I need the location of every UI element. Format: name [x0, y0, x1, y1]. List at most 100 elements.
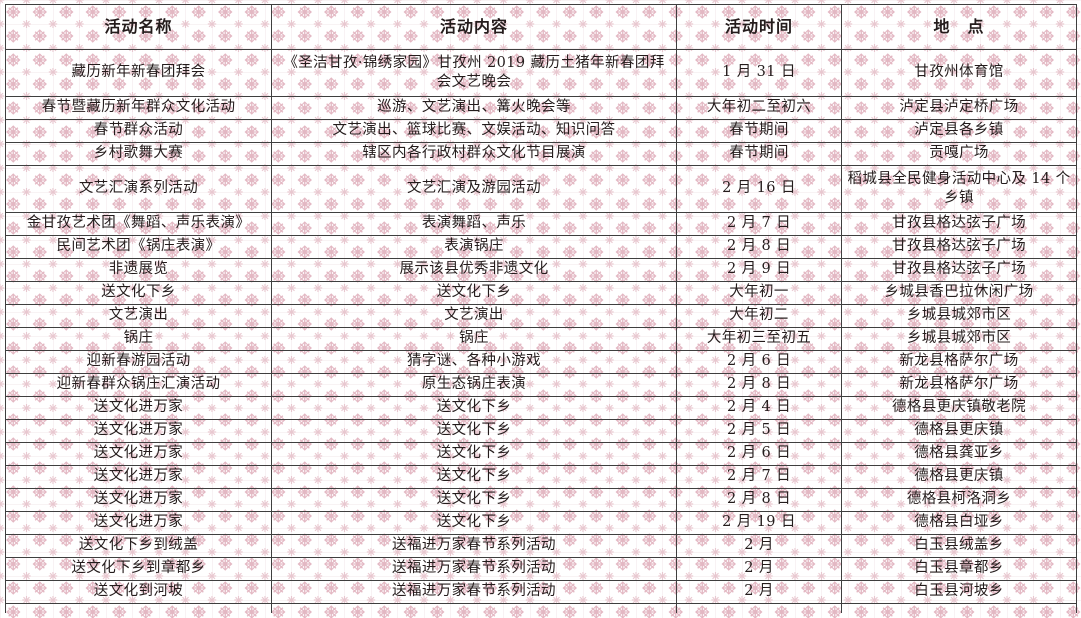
- cell-name: 送文化进万家: [5, 465, 272, 489]
- cell-name: 民间艺术团《锅庄表演》: [5, 235, 272, 259]
- cell-place: 甘孜县格达弦子广场: [841, 235, 1077, 259]
- cell-content: 送福进万家春节系列活动: [271, 580, 677, 604]
- cell-content: 送文化下乡: [271, 281, 677, 305]
- cell-time: 春节期间: [676, 142, 842, 166]
- table-row: 送文化进万家 送文化下乡 2 月 19 日德格县白垭乡: [5, 511, 1077, 535]
- table-row: 迎新春游园活动 猜字谜、各种小游戏 2 月 6 日新龙县格萨尔广场: [5, 350, 1077, 374]
- cell-place: 新龙县格萨尔广场: [841, 373, 1077, 397]
- cell-content: 送文化下乡: [271, 488, 677, 512]
- cell-time: 2 月 4 日: [676, 396, 842, 420]
- cell-place: 稻城县全民健身活动中心及 14 个乡镇: [841, 165, 1077, 213]
- table-row: 送文化下乡 送文化下乡 大年初一 乡城县香巴拉休闲广场: [5, 281, 1077, 305]
- cell-content: 送文化下乡: [271, 511, 677, 535]
- cell-place: 乡城县香巴拉休闲广场: [841, 281, 1077, 305]
- table-body: 藏历新年新春团拜会 《圣洁甘孜·锦绣家园》甘孜州 2019 藏历土猪年新春团拜会文…: [5, 49, 1077, 613]
- cell-time: 春节期间: [676, 119, 842, 143]
- header-row: 活动名称 活动内容 活动时间 地 点: [5, 4, 1077, 50]
- cell-place: 泸定县各乡镇: [841, 119, 1077, 143]
- cell-name: 锅庄: [5, 327, 272, 351]
- table-row: 送文化到河坡 送福进万家春节系列活动 2 月白玉县河坡乡: [5, 580, 1077, 604]
- cell-name: 送文化进万家: [5, 442, 272, 466]
- cell-name: 送文化进万家: [5, 419, 272, 443]
- cell-place: 德格县龚亚乡: [841, 442, 1077, 466]
- cell-time: 2 月 6 日: [676, 442, 842, 466]
- cell-content: 送文化下乡: [271, 419, 677, 443]
- cell-time: 大年初三至初五: [676, 327, 842, 351]
- activity-schedule-sheet: 活动名称 活动内容 活动时间 地 点 藏历新年新春团拜会 《圣洁甘孜·锦绣家园》甘…: [5, 4, 1077, 613]
- cell-content: 送文化下乡: [271, 396, 677, 420]
- cell-name: 送文化下乡: [5, 281, 272, 305]
- cell-content: 《圣洁甘孜·锦绣家园》甘孜州 2019 藏历土猪年新春团拜会文艺晚会: [271, 49, 677, 97]
- cell-time: 2 月: [676, 557, 842, 581]
- table-row: 春节暨藏历新年群众文化活动 巡游、文艺演出、篝火晚会等 大年初二至初六 泸定县泸定桥广…: [5, 96, 1077, 120]
- cell-place: 甘孜县格达弦子广场: [841, 212, 1077, 236]
- activity-table: 活动名称 活动内容 活动时间 地 点 藏历新年新春团拜会 《圣洁甘孜·锦绣家园》甘…: [5, 4, 1077, 613]
- cell-content: 展示该县优秀非遗文化: [271, 258, 677, 282]
- cell-content: 送福进万家春节系列活动: [271, 557, 677, 581]
- cell-name-clipped: [5, 603, 272, 613]
- table-row: 送文化下乡到章都乡 送福进万家春节系列活动 2 月白玉县章都乡: [5, 557, 1077, 581]
- cell-content: 文艺演出、篮球比赛、文娱活动、知识问答: [271, 119, 677, 143]
- cell-place: 德格县更庆镇: [841, 465, 1077, 489]
- cell-name: 送文化下乡到章都乡: [5, 557, 272, 581]
- cell-name: 藏历新年新春团拜会: [5, 49, 272, 97]
- cell-time: 2 月 7 日: [676, 465, 842, 489]
- cell-place: 白玉县河坡乡: [841, 580, 1077, 604]
- cell-content: 原生态锅庄表演: [271, 373, 677, 397]
- table-row: 非遗展览 展示该县优秀非遗文化 2 月 9 日甘孜县格达弦子广场: [5, 258, 1077, 282]
- cell-time: 2 月 9 日: [676, 258, 842, 282]
- cell-place-clipped: [841, 603, 1077, 613]
- cell-time: 2 月 8 日: [676, 373, 842, 397]
- column-header-content: 活动内容: [271, 4, 677, 50]
- cell-time-clipped: [676, 603, 842, 613]
- cell-name: 迎新春游园活动: [5, 350, 272, 374]
- table-row: 文艺汇演系列活动 文艺汇演及游园活动 2 月 16 日稻城县全民健身活动中心及 14…: [5, 165, 1077, 213]
- table-row: 春节群众活动 文艺演出、篮球比赛、文娱活动、知识问答 春节期间 泸定县各乡镇: [5, 119, 1077, 143]
- column-header-place: 地 点: [841, 4, 1077, 50]
- cell-name: 春节暨藏历新年群众文化活动: [5, 96, 272, 120]
- cell-name: 送文化进万家: [5, 511, 272, 535]
- cell-name: 迎新春群众锅庄汇演活动: [5, 373, 272, 397]
- cell-place: 德格县白垭乡: [841, 511, 1077, 535]
- cell-name: 乡村歌舞大赛: [5, 142, 272, 166]
- column-header-name: 活动名称: [5, 4, 272, 50]
- cell-place: 新龙县格萨尔广场: [841, 350, 1077, 374]
- column-header-time: 活动时间: [676, 4, 842, 50]
- table-row-clipped: [5, 603, 1077, 613]
- cell-content-clipped: [271, 603, 677, 613]
- cell-time: 2 月 19 日: [676, 511, 842, 535]
- cell-place: 白玉县绒盖乡: [841, 534, 1077, 558]
- cell-time: 2 月 16 日: [676, 165, 842, 213]
- table-row: 送文化进万家 送文化下乡 2 月 8 日德格县柯洛洞乡: [5, 488, 1077, 512]
- table-row: 送文化进万家 送文化下乡 2 月 7 日德格县更庆镇: [5, 465, 1077, 489]
- cell-time: 2 月 6 日: [676, 350, 842, 374]
- cell-place: 泸定县泸定桥广场: [841, 96, 1077, 120]
- cell-name: 非遗展览: [5, 258, 272, 282]
- cell-place: 德格县更庆镇: [841, 419, 1077, 443]
- cell-place: 贡嘎广场: [841, 142, 1077, 166]
- table-row: 乡村歌舞大赛 辖区内各行政村群众文化节目展演 春节期间 贡嘎广场: [5, 142, 1077, 166]
- cell-content: 巡游、文艺演出、篝火晚会等: [271, 96, 677, 120]
- cell-time: 2 月 5 日: [676, 419, 842, 443]
- table-row: 金甘孜艺术团《舞蹈、声乐表演》 表演舞蹈、声乐 2 月 7 日甘孜县格达弦子广场: [5, 212, 1077, 236]
- cell-content: 送福进万家春节系列活动: [271, 534, 677, 558]
- cell-name: 送文化进万家: [5, 488, 272, 512]
- cell-time: 大年初二至初六: [676, 96, 842, 120]
- cell-content: 猜字谜、各种小游戏: [271, 350, 677, 374]
- cell-content: 文艺演出: [271, 304, 677, 328]
- table-row: 送文化进万家 送文化下乡 2 月 4 日德格县更庆镇敬老院: [5, 396, 1077, 420]
- cell-name: 送文化下乡到绒盖: [5, 534, 272, 558]
- cell-time: 大年初一: [676, 281, 842, 305]
- table-row: 藏历新年新春团拜会 《圣洁甘孜·锦绣家园》甘孜州 2019 藏历土猪年新春团拜会文…: [5, 49, 1077, 97]
- cell-place: 乡城县城郊市区: [841, 304, 1077, 328]
- cell-place: 德格县更庆镇敬老院: [841, 396, 1077, 420]
- cell-place: 甘孜州体育馆: [841, 49, 1077, 97]
- table-row: 民间艺术团《锅庄表演》 表演锅庄 2 月 8 日甘孜县格达弦子广场: [5, 235, 1077, 259]
- cell-place: 白玉县章都乡: [841, 557, 1077, 581]
- cell-place: 德格县柯洛洞乡: [841, 488, 1077, 512]
- cell-time: 2 月 7 日: [676, 212, 842, 236]
- cell-time: 2 月: [676, 580, 842, 604]
- cell-name: 金甘孜艺术团《舞蹈、声乐表演》: [5, 212, 272, 236]
- cell-content: 表演舞蹈、声乐: [271, 212, 677, 236]
- cell-name: 送文化到河坡: [5, 580, 272, 604]
